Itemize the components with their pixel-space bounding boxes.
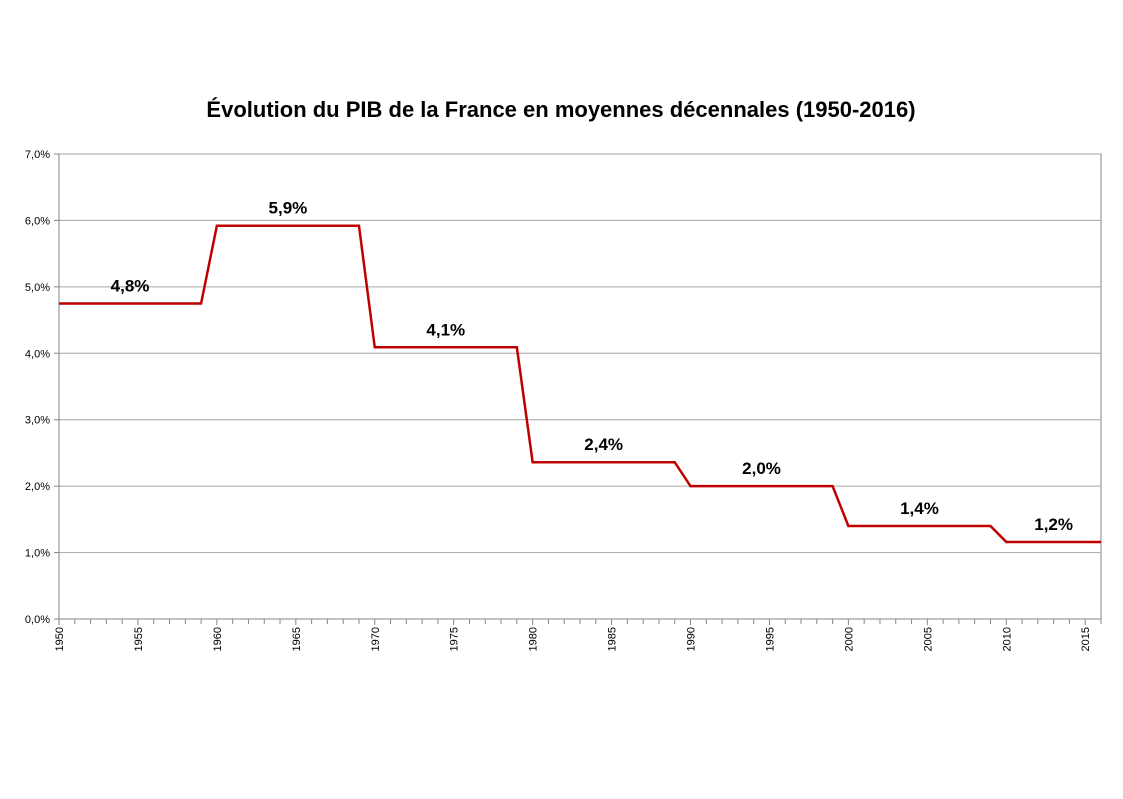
- y-tick-label: 3,0%: [25, 415, 50, 427]
- data-label: 4,8%: [111, 276, 150, 295]
- series-line: [59, 224, 1101, 544]
- x-tick-label: 1955: [133, 627, 145, 651]
- data-label: 2,4%: [584, 435, 623, 454]
- chart-title: Évolution du PIB de la France en moyenne…: [206, 97, 915, 122]
- plot-area-border: [58, 153, 1102, 620]
- y-tick-label: 1,0%: [25, 548, 50, 560]
- x-tick-label: 1975: [449, 627, 461, 651]
- y-tick-label: 5,0%: [25, 282, 50, 294]
- series-layer: [59, 224, 1101, 544]
- y-tick-label: 6,0%: [25, 215, 50, 227]
- x-tick-label: 1995: [764, 627, 776, 651]
- x-tick-label: 1960: [212, 627, 224, 651]
- x-tick-label: 2000: [843, 627, 855, 651]
- y-tick-label: 2,0%: [25, 481, 50, 493]
- x-tick-label: 1965: [291, 627, 303, 651]
- x-tick-label: 2015: [1080, 627, 1092, 651]
- data-label: 5,9%: [269, 199, 308, 218]
- data-label: 1,2%: [1034, 515, 1073, 534]
- y-tick-label: 0,0%: [25, 614, 50, 626]
- data-label: 4,1%: [426, 320, 465, 339]
- data-label: 1,4%: [900, 499, 939, 518]
- y-tick-label: 4,0%: [25, 348, 50, 360]
- x-tick-label: 2005: [922, 627, 934, 651]
- x-tick-label: 1970: [370, 627, 382, 651]
- axes: 0,0% 1,0% 2,0% 3,0% 4,0% 5,0% 6,0% 7,0% 1950 1955…: [25, 149, 1102, 651]
- x-tick-label: 1950: [54, 627, 66, 651]
- x-tick-label: 2010: [1001, 627, 1013, 651]
- gridlines: [58, 153, 1102, 620]
- x-tick-label: 1990: [686, 627, 698, 651]
- y-tick-label: 7,0%: [25, 149, 50, 161]
- x-tick-label: 1985: [607, 627, 619, 651]
- data-labels: 4,8% 5,9% 4,1% 2,4% 2,0% 1,4% 1,2%: [111, 199, 1073, 534]
- x-tick-label: 1980: [528, 627, 540, 651]
- data-label: 2,0%: [742, 459, 781, 478]
